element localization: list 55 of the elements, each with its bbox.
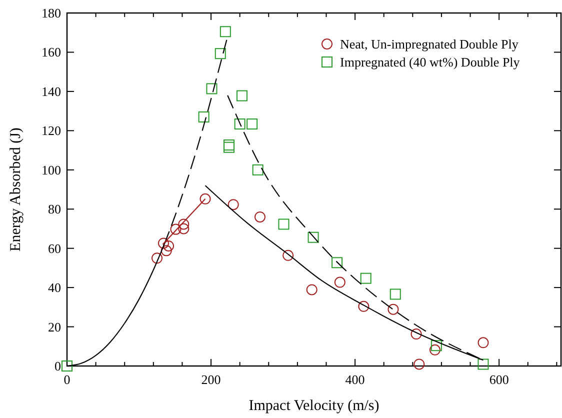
x-tick-label: 600 — [489, 372, 509, 387]
point — [478, 358, 489, 370]
point — [334, 276, 346, 288]
y-tick-label: 160 — [42, 44, 61, 60]
point — [306, 284, 318, 296]
point — [220, 26, 231, 38]
x-tick-label: 400 — [345, 372, 365, 387]
legend-label: Neat, Un-impregnated Double Ply — [340, 36, 519, 52]
point — [360, 272, 372, 284]
point — [390, 288, 401, 300]
point — [410, 328, 422, 340]
x-tick-label: 0 — [64, 372, 70, 387]
point — [224, 142, 235, 153]
point — [224, 139, 235, 150]
point — [332, 257, 343, 268]
y-tick-label: 60 — [48, 240, 61, 256]
point — [214, 48, 226, 60]
y-tick-label: 140 — [42, 84, 61, 99]
point — [308, 232, 319, 243]
point — [278, 218, 290, 230]
y-tick-label: 180 — [42, 6, 61, 20]
point — [430, 340, 442, 352]
point — [234, 118, 246, 130]
point — [152, 252, 163, 264]
point — [246, 118, 258, 130]
point — [178, 223, 190, 234]
y-tick-label: 80 — [48, 202, 61, 217]
point — [158, 238, 169, 249]
point — [254, 211, 266, 222]
point — [252, 164, 264, 176]
y-tick-label: 20 — [48, 319, 61, 334]
point — [282, 250, 294, 261]
point — [228, 199, 239, 210]
point — [170, 224, 182, 235]
point — [388, 304, 399, 315]
legend-label: Impregnated (40 wt%) Double Ply — [340, 54, 520, 70]
y-tick-label: 0 — [54, 358, 61, 374]
point — [160, 245, 172, 256]
point — [163, 240, 174, 252]
point — [200, 193, 211, 204]
point — [178, 218, 190, 230]
y-tick-label: 120 — [42, 123, 61, 138]
y-axis-title: Energy Absorbed (J) — [8, 128, 24, 252]
point — [429, 344, 440, 356]
point — [236, 90, 248, 102]
y-tick-label: 40 — [48, 280, 61, 296]
point — [414, 358, 425, 370]
x-axis-title: Impact Velocity (m/s) — [248, 398, 380, 414]
x-tick-label: 200 — [201, 372, 221, 387]
point — [358, 300, 370, 312]
point — [198, 111, 210, 122]
point — [206, 83, 218, 94]
y-tick-label: 100 — [42, 162, 61, 178]
point — [478, 337, 489, 348]
point — [62, 360, 72, 372]
